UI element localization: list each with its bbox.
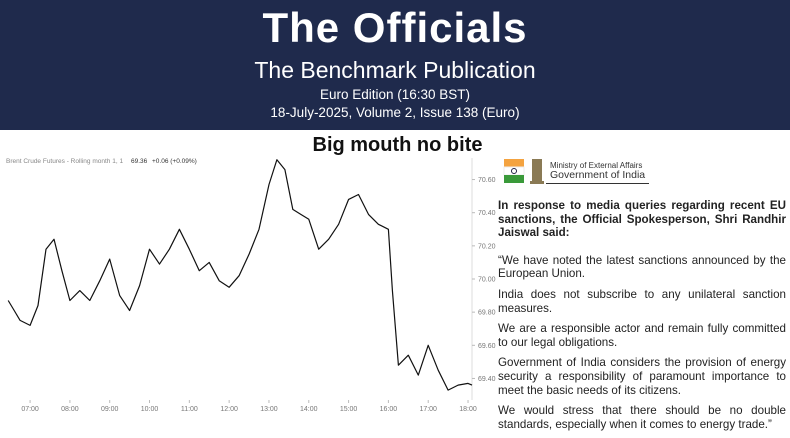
header: The Officials The Benchmark Publication … [0,0,790,130]
paragraph: India does not subscribe to any unilater… [498,287,786,315]
x-tick-label: 12:00 [220,406,238,413]
y-tick-label: 69.40 [478,376,496,383]
x-tick-label: 14:00 [300,406,318,413]
government: Government of India [546,169,650,184]
ministry: Ministry of External Affairs [550,161,643,170]
masthead-title: The Officials [262,4,528,51]
x-tick-label: 11:00 [181,406,198,413]
x-tick-label: 10:00 [141,406,159,413]
x-tick-label: 15:00 [340,406,358,413]
headline: Big mouth no bite [312,134,483,156]
paragraph: “We have noted the latest sanctions anno… [498,253,786,281]
paragraph: We are a responsible actor and remain fu… [498,322,786,349]
statement: Ministry of External Affairs Government … [498,155,786,438]
x-tick-label: 18:00 [459,406,477,413]
x-tick-label: 07:00 [21,406,39,413]
chart: Brent Crude Futures - Rolling month 1, 1… [6,158,496,413]
x-tick-label: 09:00 [101,406,119,413]
masthead-subtitle: The Benchmark Publication [254,57,536,83]
intro: In response to media queries regarding r… [498,199,786,240]
y-tick-label: 70.40 [478,210,496,217]
x-tick-label: 17:00 [419,406,437,413]
issue: 18-July-2025, Volume 2, Issue 138 (Euro) [270,105,520,120]
edition: Euro Edition (16:30 BST) [319,87,471,102]
change: +0.06 (+0.09%) [152,158,197,165]
ministry-header: Ministry of External Affairs Government … [498,155,786,189]
paragraph: We would stress that there should be no … [498,404,786,431]
x-tick-label: 13:00 [260,406,278,413]
x-tick-label: 08:00 [61,406,79,413]
y-tick-label: 70.20 [478,243,496,250]
price-line [7,159,473,391]
logos [503,159,544,184]
last-value: 69.36 [131,158,148,165]
y-tick-label: 70.00 [478,277,496,284]
chart-title: Brent Crude Futures - Rolling month 1, 1 [6,158,123,165]
y-tick-label: 70.60 [478,177,496,184]
y-tick-label: 69.80 [478,310,496,317]
paragraph: Government of India considers the provis… [498,356,786,397]
y-tick-label: 69.60 [478,343,496,350]
x-tick-label: 16:00 [380,406,398,413]
